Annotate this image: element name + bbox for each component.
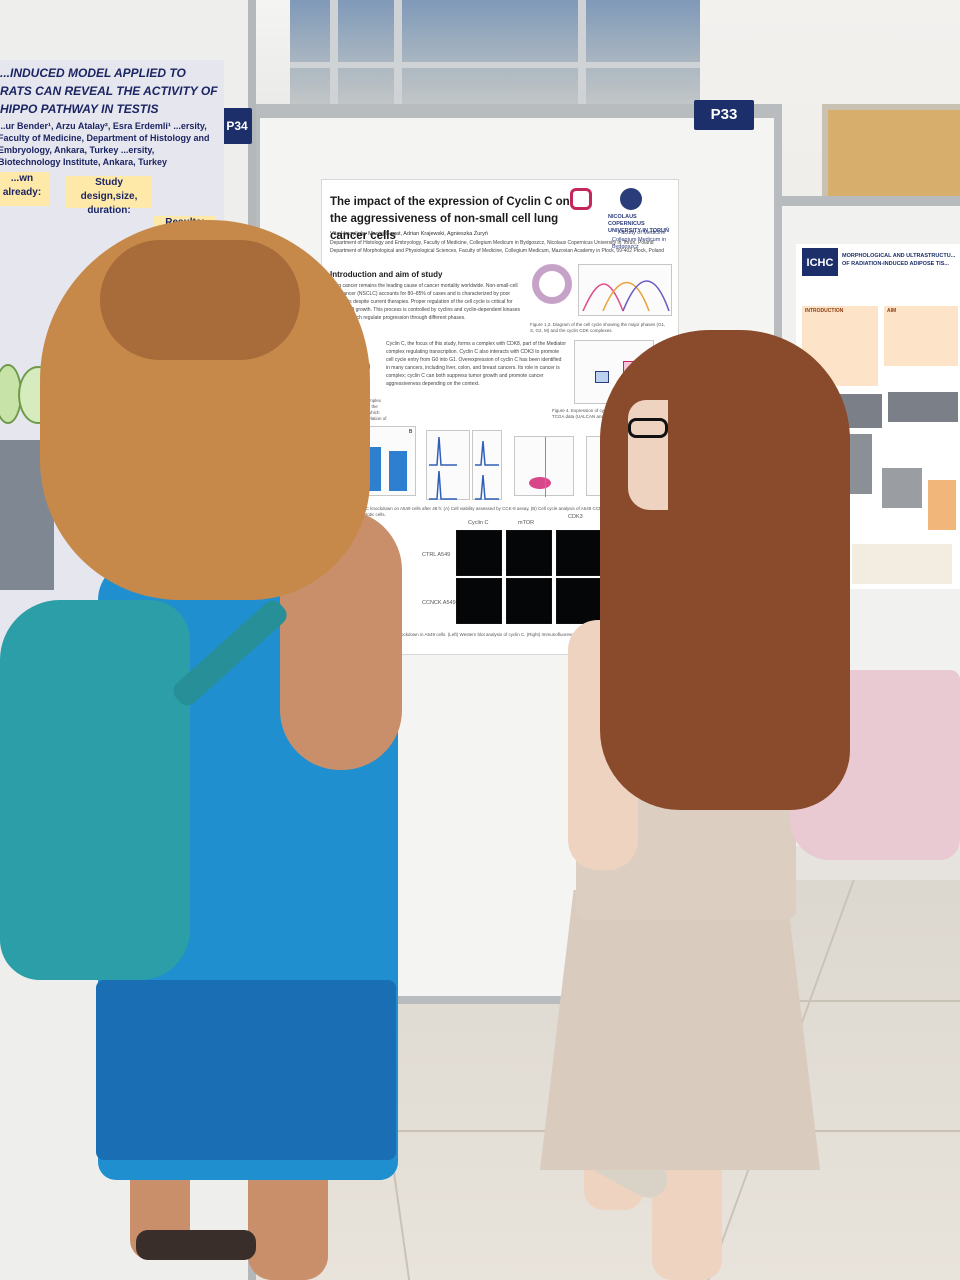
microscopy-image — [556, 578, 602, 624]
microscopy-image — [556, 530, 602, 576]
cell-cycle-diagram — [532, 264, 572, 304]
university-logo: NICOLAUS COPERNICUS UNIVERSITY IN TORUŃ … — [568, 188, 672, 250]
logo-text: Faculty of Medicine — [618, 230, 666, 236]
ichc-logo: ICHC — [802, 248, 838, 276]
glasses-icon — [628, 418, 668, 438]
poster-right-section-title: AIM — [887, 308, 897, 314]
figure-caption: Figure 1,2. Diagram of the cell cycle sh… — [530, 322, 666, 333]
gate-line — [545, 437, 546, 497]
university-logo-icon — [620, 188, 642, 210]
intro-text: Lung cancer remains the leading cause of… — [330, 283, 520, 321]
backpack — [0, 600, 190, 980]
cell-cycle-chart — [578, 264, 672, 316]
boxplot-box — [595, 371, 609, 383]
door — [822, 104, 960, 204]
poster-right-section — [852, 544, 952, 584]
logo-text: Collegium Medicum in Bydgoszcz — [612, 237, 667, 250]
panel-tag-p34: P34 — [222, 108, 252, 144]
poster-title: ...INDUCED MODEL APPLIED TO RATS CAN REV… — [0, 66, 218, 116]
poster-right-title: MORPHOLOGICAL AND ULTRASTRUCTU... OF RAD… — [842, 253, 956, 267]
sandal — [136, 1230, 256, 1260]
section-heading: Study design,size, duration: — [66, 176, 152, 216]
university-logo-icon — [570, 188, 592, 210]
micro-row-label: CCNCK A549 — [422, 600, 456, 606]
microscopy-image — [506, 530, 552, 576]
floor-grout — [0, 1130, 960, 1132]
cell-cycle-histogram — [472, 430, 502, 500]
micrograph — [882, 468, 922, 508]
micro-col-label: mTOR — [518, 520, 535, 526]
poster-authors: Vita Havryliuk , Maciej Gagat, Adrian Kr… — [330, 231, 488, 237]
dress-hem — [96, 980, 396, 1160]
microscopy-image — [456, 530, 502, 576]
person-left — [0, 220, 420, 1280]
affiliation-line: Department of Morphological and Physiolo… — [330, 247, 665, 254]
micro-col-label: Cyclin C — [468, 520, 489, 526]
micro-row-label: CTRL A549 — [422, 552, 451, 558]
hair-shadow — [100, 240, 300, 360]
histogram-curves — [475, 440, 499, 500]
chart-bar — [389, 451, 407, 491]
window-mullion — [578, 0, 586, 115]
window-mullion — [394, 0, 402, 115]
affiliation-line: Department of Histology and Embryology, … — [330, 240, 654, 246]
cell-cycle-histogram — [426, 430, 470, 500]
figure-caption: CCNC knockdown in A549 cells. (Left) Wes… — [382, 632, 622, 637]
body-text: Cyclin C, the focus of this study, forms… — [386, 341, 566, 387]
cell-cycle-curves — [582, 280, 670, 312]
micro-col-label: CDK3 — [568, 514, 583, 520]
face — [628, 400, 668, 510]
logo-text: NICOLAUS COPERNICUS UNIVERSITY IN TORUŃ — [608, 214, 669, 234]
poster-right-section-title: INTRODUCTION — [805, 308, 844, 314]
poster-authors: ...ur Bender¹, Arzu Atalay², Esra Erdeml… — [0, 121, 210, 167]
skirt — [540, 890, 820, 1170]
panel-tag-p33: P33 — [694, 100, 754, 130]
window-transom — [290, 62, 720, 68]
window-mullion — [330, 0, 338, 115]
chart-panel-label: B — [409, 429, 413, 435]
microscopy-image — [506, 578, 552, 624]
microscopy-image — [456, 578, 502, 624]
histogram-curves — [429, 436, 457, 500]
poster-affiliation: Department of Histology and Embryology, … — [330, 240, 670, 255]
flow-cytometry-plot — [514, 436, 574, 497]
person-right — [540, 330, 960, 1280]
section-heading: ...wn already: — [0, 172, 50, 206]
section-heading: Introduction and aim of study — [330, 270, 443, 279]
poster-title: The impact of the expression of Cyclin C… — [330, 196, 570, 242]
poster-right-section: AIM — [884, 306, 958, 366]
window — [290, 0, 720, 115]
chart — [928, 480, 956, 530]
micrograph — [888, 392, 958, 422]
figure-caption: CCNC knockdown on A549 cells after 48 h:… — [356, 506, 665, 517]
